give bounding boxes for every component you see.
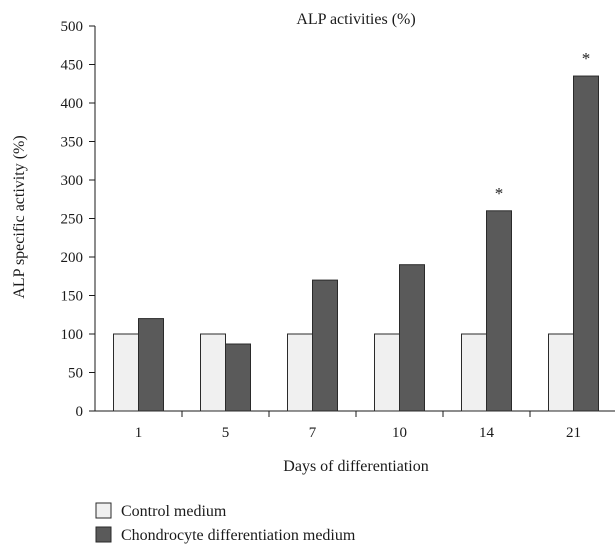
y-tick-label: 300 — [61, 173, 84, 189]
bar-series-group — [113, 75, 599, 412]
y-tick-label: 100 — [61, 327, 84, 343]
legend-swatch — [95, 526, 112, 543]
legend-label: Chondrocyte differentiation medium — [121, 527, 356, 544]
x-tick-label: 7 — [309, 425, 317, 441]
y-tick-label: 0 — [76, 404, 84, 420]
y-axis-title: ALP specific activity (%) — [11, 135, 28, 298]
bar-chondrocyte-medium — [225, 343, 251, 412]
annotation-group: ** — [495, 49, 591, 203]
x-tick-label: 14 — [479, 425, 495, 441]
legend: Control medium Chondrocyte differentiatio… — [95, 502, 356, 544]
significance-asterisk: * — [495, 184, 504, 203]
y-tick-label: 450 — [61, 58, 84, 74]
bar-chondrocyte-medium — [312, 279, 338, 412]
bar-control-medium — [287, 333, 313, 412]
y-tick-label: 350 — [61, 135, 84, 151]
x-tick-label: 1 — [135, 425, 143, 441]
bar-chondrocyte-medium — [138, 318, 164, 412]
y-tick-label: 50 — [68, 366, 83, 382]
y-tick-label: 150 — [61, 289, 84, 305]
x-tick-label: 21 — [566, 425, 581, 441]
y-axis-ticks: 0 50 100 150 200 250 300 350 400 450 500 — [61, 19, 95, 420]
bar-control-medium — [548, 333, 574, 412]
legend-swatch — [95, 502, 112, 519]
legend-label: Control medium — [121, 503, 227, 520]
bar-chondrocyte-medium — [573, 75, 599, 412]
bar-control-medium — [374, 333, 400, 412]
bar-chondrocyte-medium — [486, 210, 512, 412]
bar-control-medium — [200, 333, 226, 412]
y-tick-label: 200 — [61, 250, 84, 266]
x-tick-label: 10 — [392, 425, 407, 441]
bar-control-medium — [461, 333, 487, 412]
chart-title: ALP activities (%) — [296, 11, 415, 28]
y-tick-label: 500 — [61, 19, 84, 35]
x-axis-title: Days of differentiation — [283, 458, 428, 475]
y-tick-label: 250 — [61, 212, 84, 228]
y-tick-label: 400 — [61, 96, 84, 112]
x-tick-label: 5 — [222, 425, 230, 441]
x-axis-ticks: 1 5 7 10 14 21 — [135, 411, 581, 441]
bar-chondrocyte-medium — [399, 264, 425, 412]
bar-control-medium — [113, 333, 139, 412]
significance-asterisk: * — [582, 49, 591, 68]
